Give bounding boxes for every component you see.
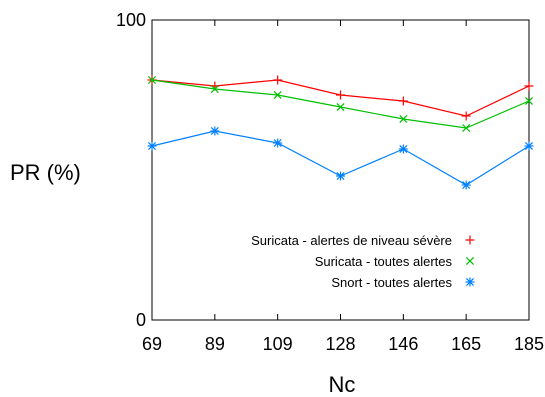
legend-label: Snort - toutes alertes xyxy=(331,275,452,290)
data-point xyxy=(399,114,408,124)
data-point xyxy=(398,144,408,154)
data-point xyxy=(273,138,283,148)
data-point xyxy=(147,141,157,151)
data-point xyxy=(336,90,345,100)
legend-marker xyxy=(465,256,475,266)
x-tick-label: 128 xyxy=(325,334,355,354)
x-tick-label: 109 xyxy=(263,334,293,354)
legend-label: Suricata - alertes de niveau sévère xyxy=(251,233,452,248)
legend-marker xyxy=(465,277,475,287)
legend-marker xyxy=(465,235,475,245)
series-line xyxy=(151,79,530,129)
data-point xyxy=(461,111,471,121)
y-tick-label: 100 xyxy=(116,10,146,30)
y-tick-label: 0 xyxy=(136,310,146,330)
data-point xyxy=(210,126,220,136)
data-point xyxy=(524,96,534,106)
data-point xyxy=(524,81,534,91)
data-point xyxy=(210,84,219,94)
data-point xyxy=(273,75,283,85)
data-point xyxy=(461,180,471,190)
data-point xyxy=(336,102,345,112)
data-point xyxy=(147,75,157,85)
x-tick-label: 165 xyxy=(451,334,481,354)
data-point xyxy=(398,96,408,106)
legend-label: Suricata - toutes alertes xyxy=(315,254,453,269)
data-point xyxy=(273,90,282,100)
data-point xyxy=(524,141,534,151)
x-tick-label: 69 xyxy=(142,334,162,354)
legend: Suricata - alertes de niveau sévère Suric… xyxy=(251,233,475,290)
data-point xyxy=(336,171,345,181)
x-tick-label: 185 xyxy=(514,334,544,354)
y-axis-label: PR (%) xyxy=(10,160,81,185)
x-tick-label: 146 xyxy=(388,334,418,354)
x-axis-label: Nc xyxy=(329,372,356,397)
x-tick-label: 89 xyxy=(205,334,225,354)
data-point xyxy=(462,123,471,133)
